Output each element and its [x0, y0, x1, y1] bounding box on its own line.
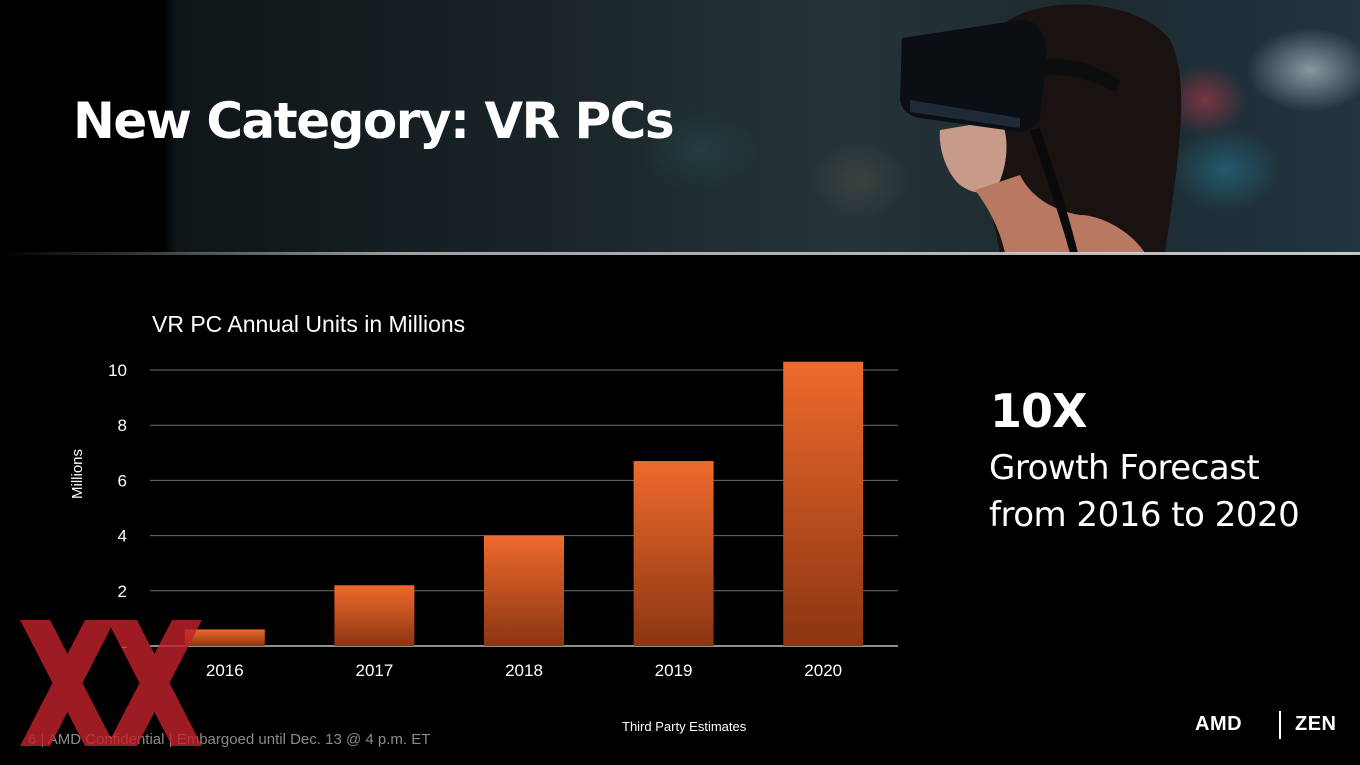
zen-logo: ZEN: [1295, 713, 1337, 735]
x-tick-label: 2019: [655, 661, 693, 680]
amd-logo: AMD: [1195, 713, 1243, 735]
xx-watermark-icon: [20, 620, 202, 746]
bar-2018: [484, 535, 564, 646]
bar-2016: [184, 629, 265, 646]
chart-title: VR PC Annual Units in Millions: [152, 311, 466, 337]
slide-title: New Category: VR PCs: [73, 92, 675, 150]
source-note: Third Party Estimates: [622, 719, 747, 734]
brand-separator: [1279, 711, 1281, 739]
bar-2017: [334, 585, 415, 646]
y-tick-label: 2: [118, 582, 127, 601]
x-tick-label: 2018: [505, 661, 543, 680]
banner-divider: [0, 252, 1360, 255]
x-tick-label: 2017: [355, 661, 393, 680]
vr-headset-person-image: [900, 4, 1182, 253]
growth-caption-line-2: from 2016 to 2020: [989, 495, 1300, 535]
y-tick-label: 8: [118, 416, 127, 435]
y-axis-label: Millions: [69, 449, 86, 499]
x-tick-label: 2016: [206, 661, 244, 680]
growth-caption-line-1: Growth Forecast: [989, 448, 1260, 488]
growth-multiplier: 10X: [990, 384, 1087, 438]
bar-2020: [783, 361, 864, 646]
y-tick-label: 6: [118, 471, 127, 490]
brand-logos: AMD ZEN: [1195, 710, 1337, 742]
bar-2019: [633, 461, 714, 646]
y-tick-label: 4: [118, 527, 127, 546]
y-tick-label: 10: [108, 361, 127, 380]
x-tick-label: 2020: [804, 661, 842, 680]
